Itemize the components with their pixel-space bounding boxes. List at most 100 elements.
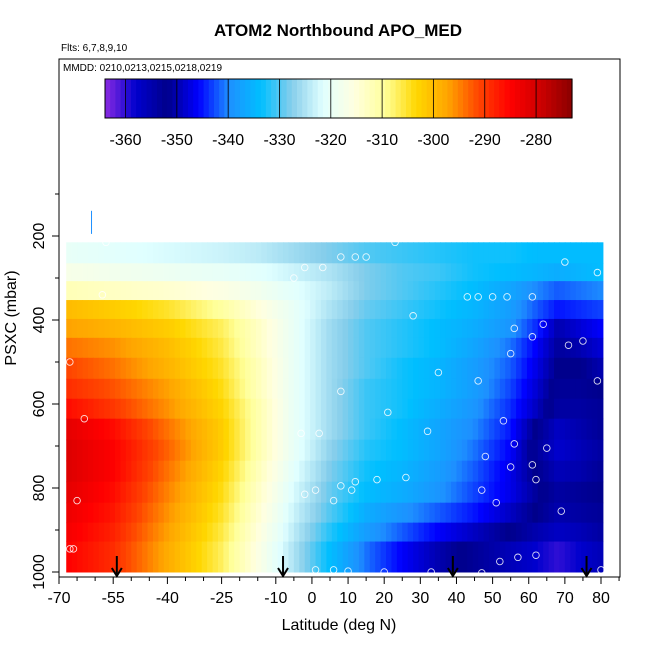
heatmap-cell (212, 460, 219, 483)
heatmap-cell (391, 439, 398, 462)
heatmap-cell (375, 357, 382, 380)
heatmap-cell (488, 398, 496, 420)
heatmap-cell (494, 522, 501, 543)
heatmap-cell (532, 263, 539, 282)
heatmap-cell (250, 481, 257, 504)
colorbar-segment (281, 79, 288, 118)
heatmap-cell (201, 281, 208, 301)
heatmap-cell (320, 522, 327, 543)
heatmap-cell (451, 398, 458, 420)
heatmap-cell (348, 460, 355, 483)
colorbar-segment (162, 79, 168, 118)
heatmap-cell (293, 481, 300, 504)
heatmap-cell (521, 318, 528, 339)
heatmap-cell (445, 541, 452, 573)
heatmap-cell (250, 281, 257, 301)
data-point (290, 274, 298, 282)
x-tick-label: -25 (210, 590, 233, 607)
heatmap-cell (559, 281, 566, 301)
heatmap-cell (423, 318, 430, 339)
heatmap-cell (207, 300, 214, 320)
heatmap-cell (353, 481, 360, 504)
heatmap-cell (310, 502, 317, 524)
heatmap-cell (526, 418, 533, 441)
colorbar-segment (208, 79, 215, 118)
heatmap-cell (255, 481, 262, 504)
heatmap-cell (163, 318, 170, 339)
heatmap-cell (575, 337, 582, 359)
heatmap-cell (207, 337, 214, 359)
heatmap-cell (272, 300, 279, 320)
heatmap-cell (537, 439, 544, 462)
heatmap-cell (93, 522, 100, 543)
heatmap-cell (581, 357, 588, 380)
heatmap-cell (163, 541, 170, 573)
heatmap-cell (467, 318, 474, 339)
data-point (384, 408, 392, 417)
colorbar-segment (343, 79, 350, 118)
heatmap-cell (342, 481, 349, 504)
heatmap-cell (277, 439, 284, 462)
heatmap-cell (66, 263, 73, 282)
heatmap-cell (386, 281, 393, 301)
heatmap-cell (326, 281, 333, 301)
heatmap-cell (597, 481, 604, 504)
heatmap-cell (402, 481, 409, 504)
heatmap-cell (586, 357, 593, 380)
heatmap-cell (326, 242, 333, 264)
heatmap-cell (532, 418, 539, 441)
heatmap-cell (125, 522, 132, 543)
heatmap-cell (353, 439, 360, 462)
heatmap-cell (299, 281, 306, 301)
heatmap-cell (369, 418, 376, 441)
heatmap-cell (353, 460, 360, 483)
heatmap-cell (169, 242, 176, 264)
heatmap-cell (250, 460, 257, 483)
heatmap-cell (461, 318, 468, 339)
heatmap-cell (315, 300, 322, 320)
heatmap-cell (575, 541, 582, 573)
heatmap-cell (407, 318, 414, 339)
heatmap-cell (559, 300, 566, 320)
heatmap-cell (467, 522, 474, 543)
heatmap-cell (239, 378, 246, 400)
heatmap-cell (467, 481, 474, 504)
heatmap-cell (293, 439, 300, 462)
heatmap-cell (456, 281, 463, 301)
heatmap-cell (288, 460, 295, 483)
heatmap-cell (109, 357, 116, 380)
heatmap-cell (293, 242, 300, 264)
heatmap-cell (478, 378, 485, 400)
heatmap-cell (239, 281, 246, 301)
heatmap-cell (586, 481, 593, 504)
heatmap-cell (537, 300, 544, 320)
heatmap-cell (407, 398, 414, 420)
heatmap-cell (407, 502, 414, 524)
heatmap-cell (261, 337, 268, 359)
heatmap-cell (115, 281, 122, 301)
heatmap-cell (494, 263, 501, 282)
heatmap-cell (516, 502, 523, 524)
heatmap-cell (201, 439, 208, 462)
heatmap-cell (158, 502, 165, 524)
heatmap-cell (315, 281, 322, 301)
heatmap-cell (451, 378, 458, 400)
heatmap-cell (152, 418, 159, 441)
heatmap-cell (396, 418, 403, 441)
heatmap-cell (510, 418, 517, 441)
heatmap-cell (488, 460, 496, 483)
heatmap-cell (543, 337, 550, 359)
heatmap-cell (136, 398, 143, 420)
colorbar-segment (286, 79, 293, 118)
heatmap-cell (239, 300, 246, 320)
heatmap-cell (136, 318, 143, 339)
heatmap-cell (82, 242, 89, 264)
colorbar-segment (172, 79, 179, 118)
heatmap-cell (66, 357, 73, 380)
heatmap-cell (494, 300, 501, 320)
heatmap-cell (348, 522, 355, 543)
heatmap-cell (461, 398, 468, 420)
heatmap-cell (125, 460, 132, 483)
heatmap-cell (293, 398, 300, 420)
heatmap-cell (348, 318, 355, 339)
